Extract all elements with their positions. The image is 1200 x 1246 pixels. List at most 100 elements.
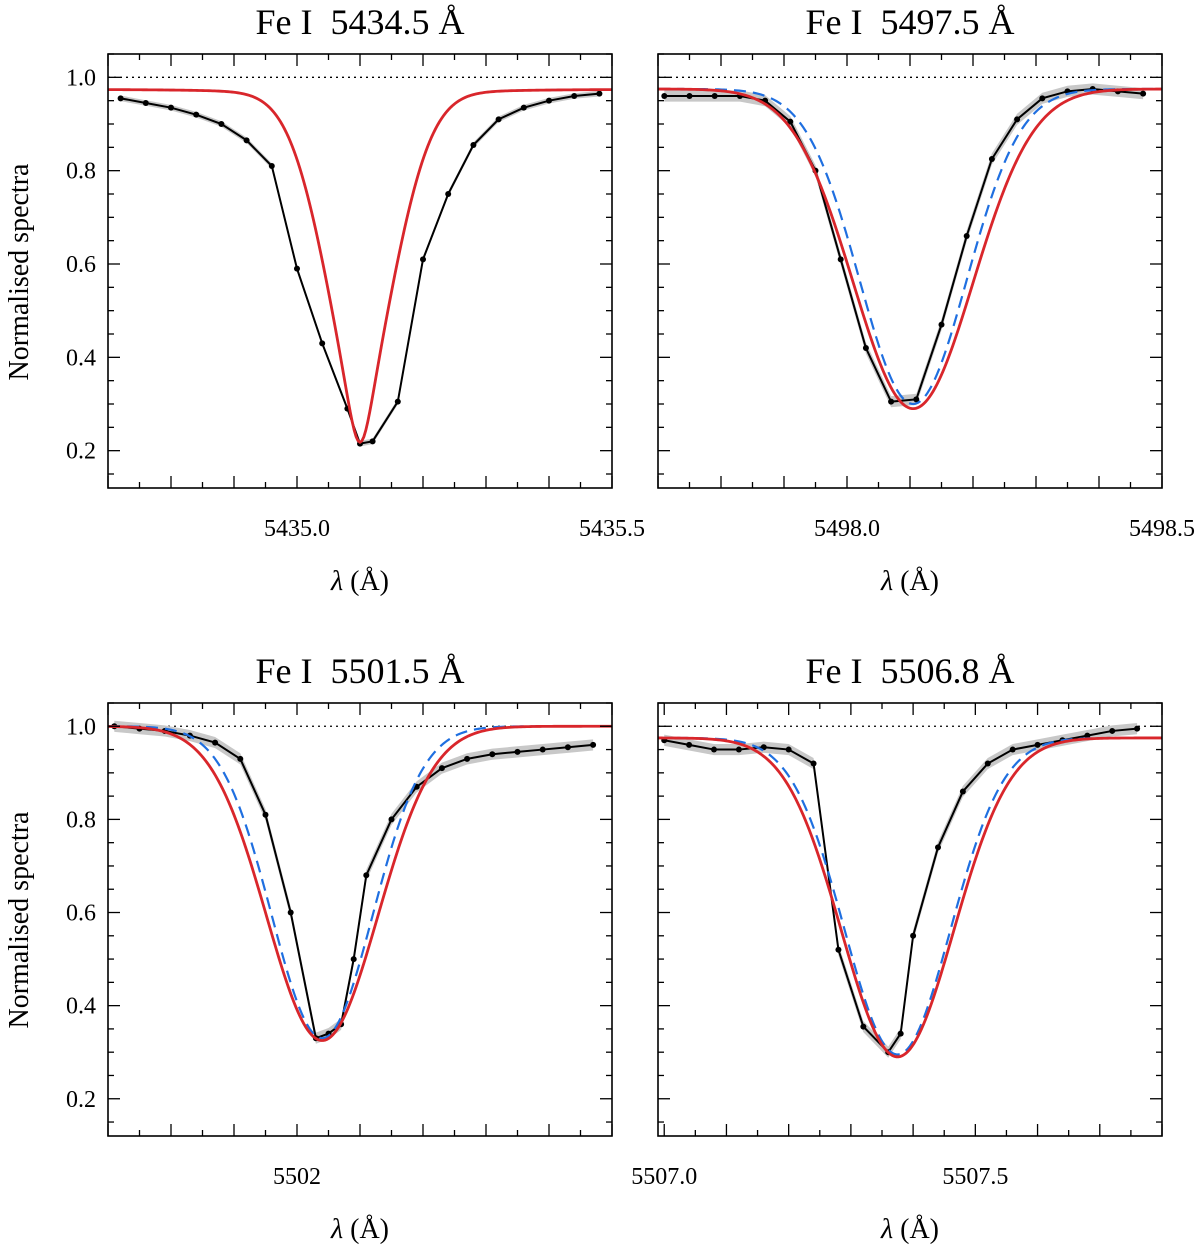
observed-data-point [837,256,844,263]
observed-data-point [218,121,225,127]
x-axis-label: λ (Å) [880,1214,939,1245]
x-tick-label: 5498.5 [1129,516,1195,542]
observed-data-point [835,946,842,953]
model-dashed-line [658,736,1162,1056]
observed-data-point [1140,90,1147,97]
observed-data-point [193,111,200,118]
observed-data-point [438,765,445,772]
observed-data-point [787,118,794,125]
observed-data-point [810,760,817,767]
x-tick-label: 5498.0 [814,516,880,542]
observed-uncertainty-band [114,720,594,1044]
y-tick-label: 1.0 [66,65,96,91]
observed-data-point [910,932,917,939]
observed-data-point [988,156,995,162]
observed-data-point [212,739,219,746]
observed-data-point [117,95,124,102]
observed-data-point [590,741,597,748]
axes-frame [107,53,613,489]
observed-data-point [935,844,941,851]
plot-content [108,76,612,447]
observed-data-point [168,104,174,111]
observed-data-point [711,746,717,753]
panel-title: Fe I 5497.5 Å [806,2,1015,42]
x-tick-label: 5435.5 [579,516,645,542]
observed-uncertainty-band [664,723,1138,1058]
observed-data-point [959,788,966,795]
observed-data-point [237,755,244,762]
x-tick-label: 5507.0 [631,1164,697,1190]
observed-data-point [495,116,502,123]
panel-title: Fe I 5506.8 Å [806,651,1015,691]
y-tick-label: 0.8 [66,807,96,833]
observed-data-point [1034,741,1041,748]
observed-data-point [319,340,326,347]
model-dashed-line [108,88,612,444]
axes-frame [657,702,1163,1137]
plot-content [658,76,1162,411]
observed-data-point [888,398,895,405]
observed-data-point [913,396,920,403]
observed-data-point [1109,727,1116,734]
y-tick-label: 0.6 [66,901,96,927]
plot-area: 5498.0 5498.5 [657,53,1195,542]
model-solid-line [108,88,612,445]
observed-data-point [470,142,477,148]
x-axis-label: λ (Å) [880,566,939,597]
y-tick-label: 0.8 [66,159,96,185]
y-tick-label: 0.4 [66,994,96,1020]
observed-spectrum-line [664,727,1138,1054]
plot-area: 0.2 0.4 0.6 0.8 1.0 5502 [66,702,613,1190]
model-solid-line [658,736,1162,1059]
observed-data-point [539,746,546,753]
x-axis-label: λ (Å) [330,1214,389,1245]
observed-data-point [785,746,792,753]
observed-data-point [686,93,693,99]
observed-data-point [268,163,275,169]
observed-data-point [564,744,571,751]
panel-title: Fe I 5501.5 Å [256,651,465,691]
observed-data-point [571,93,578,99]
observed-data-point [489,751,496,758]
observed-data-point [294,265,300,272]
y-axis-label-top: Normalised spectra [4,163,35,380]
model-dashed-line [108,725,612,1040]
x-tick-label: 5435.0 [264,516,330,542]
observed-data-point [546,97,552,104]
model-dashed-line [658,87,1162,406]
observed-data-point [1084,732,1091,739]
observed-data-point [520,104,527,111]
observed-data-point [420,256,426,263]
observed-data-point [243,137,250,144]
observed-uncertainty-band [120,90,600,447]
observed-data-point [262,811,269,818]
observed-spectrum-line [120,92,600,445]
observed-data-point [1039,95,1046,102]
observed-data-point [686,741,693,748]
panel-fe-5506: Fe I 5506.8 Å 5507.0 5507.5 λ (Å) [631,651,1163,1245]
observed-data-point [394,398,401,405]
observed-data-point [860,1023,867,1030]
x-tick-label: 5507.5 [942,1164,1008,1190]
observed-data-point [514,748,521,755]
plot-area: 0.2 0.4 0.6 0.8 1.0 5435.0 5435.5 [66,53,645,542]
observed-data-point [1009,746,1016,753]
observed-data-point [287,909,294,916]
observed-data-point [596,90,603,97]
observed-data-point [963,233,970,239]
observed-data-point [363,872,370,879]
panel-fe-5501: Fe I 5501.5 Å 0.2 0.4 0.6 0.8 1.0 5502 λ (Å) [66,651,613,1245]
y-tick-label: 0.2 [66,1087,96,1113]
observed-data-point [897,1030,904,1037]
y-axis-label-bottom: Normalised spectra [4,811,35,1028]
observed-data-point [1134,725,1141,732]
observed-data-point [661,93,668,99]
panel-fe-5434: Fe I 5434.5 Å 0.2 0.4 0.6 0.8 1.0 5435.0 5435.… [66,2,645,597]
observed-data-point [464,755,471,762]
plot-area: 5507.0 5507.5 [631,702,1163,1190]
observed-data-point [938,321,945,328]
observed-data-point [735,746,742,753]
observed-uncertainty-band [664,83,1144,408]
observed-data-point [142,100,149,106]
